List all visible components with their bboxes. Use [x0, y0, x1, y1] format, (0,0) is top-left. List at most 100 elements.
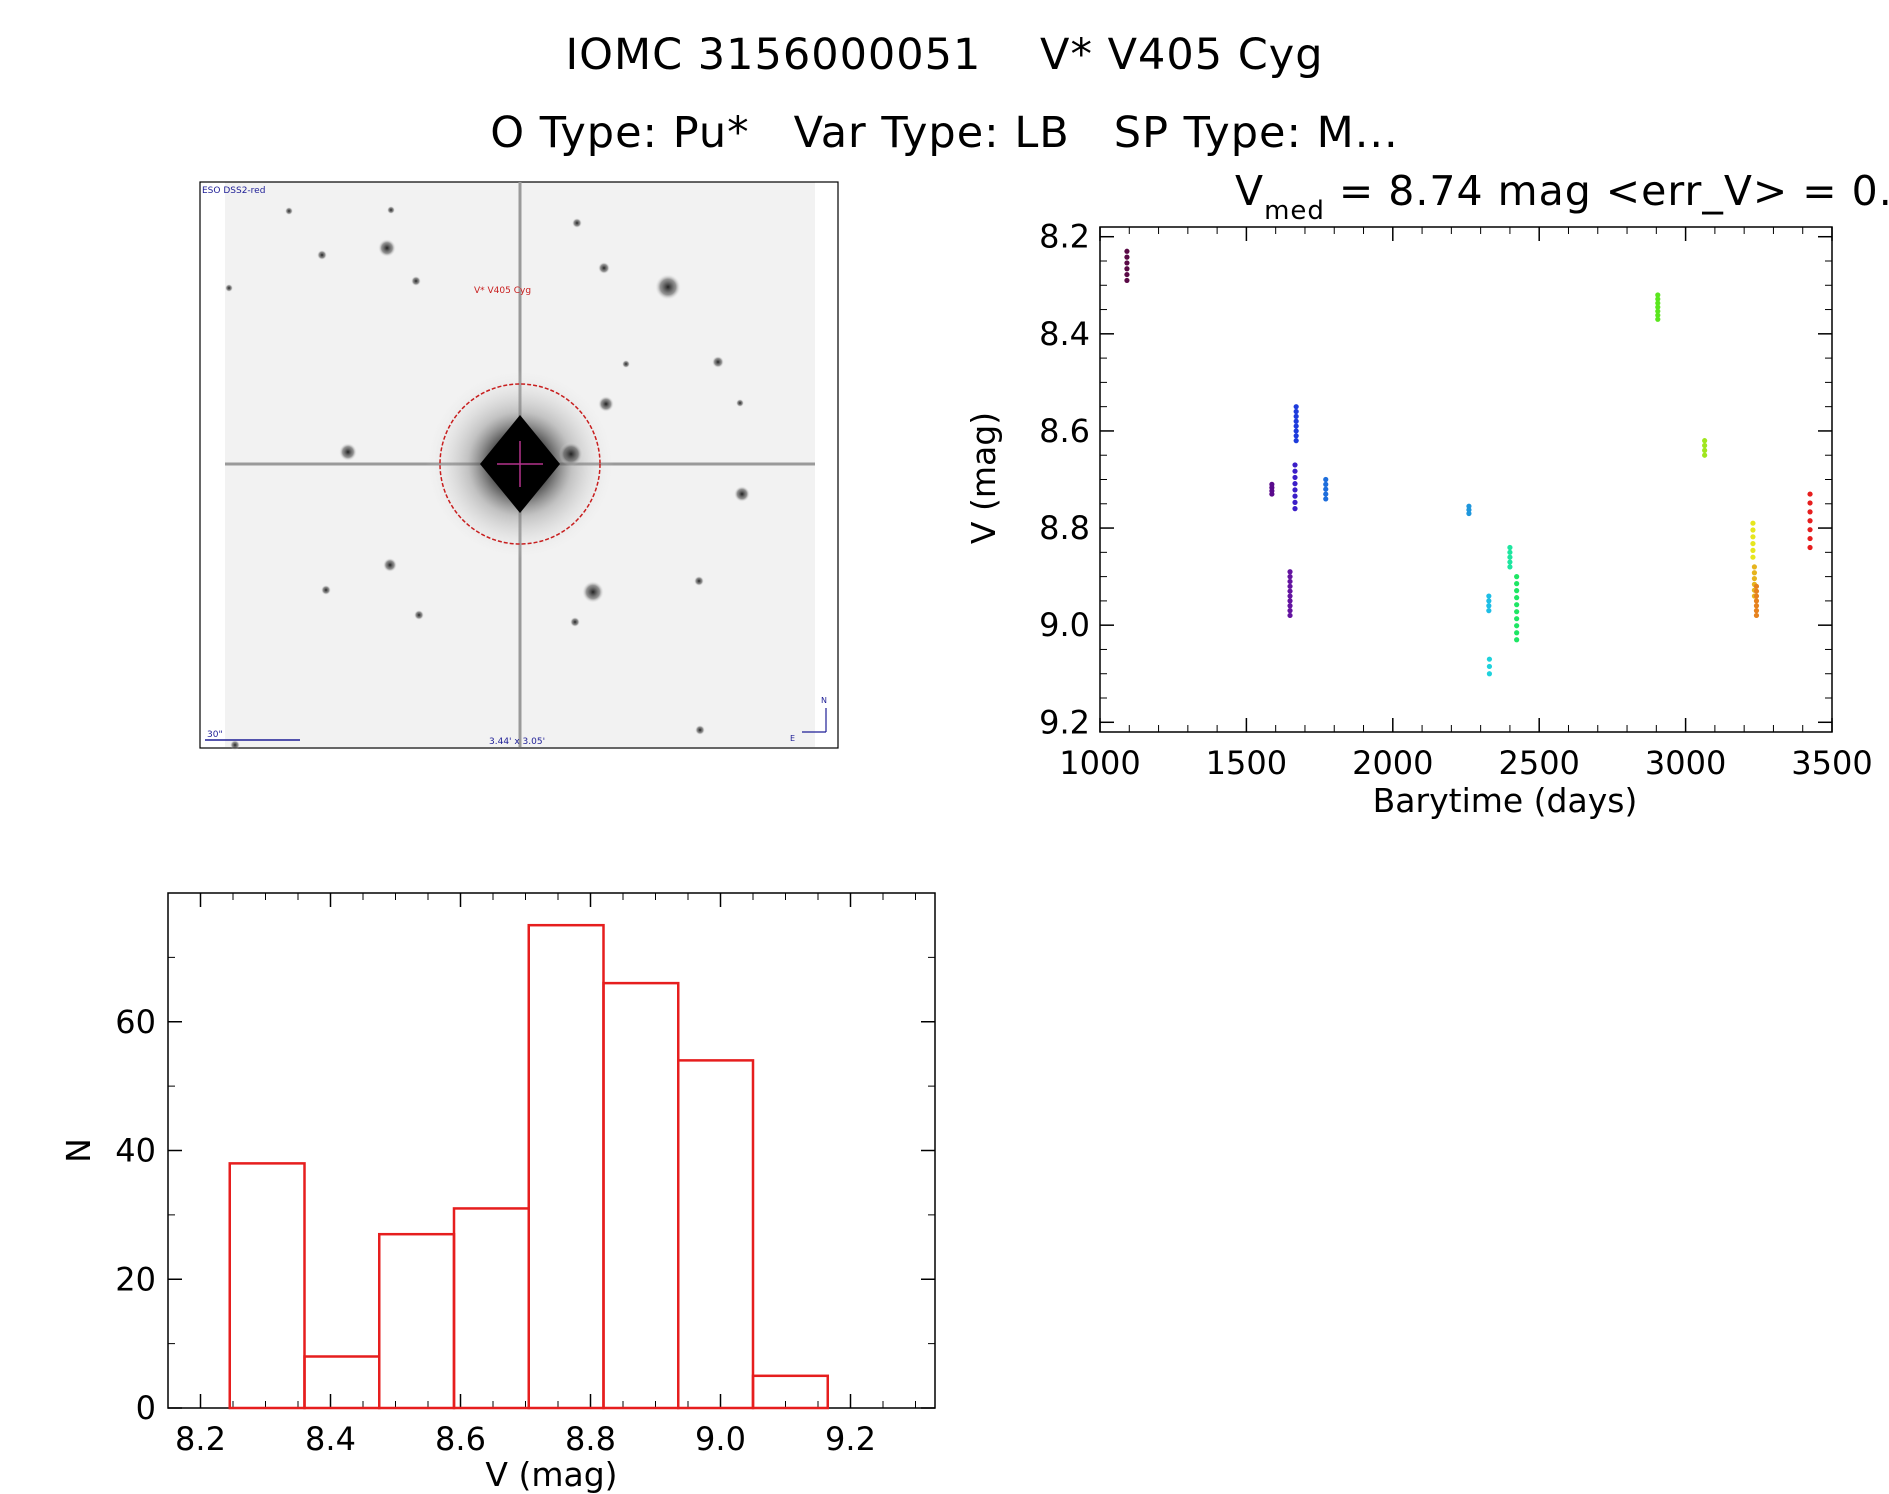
data-point — [1287, 612, 1293, 619]
data-point — [1751, 570, 1758, 576]
data-point — [1486, 656, 1493, 662]
data-point — [1124, 248, 1130, 254]
data-point — [1323, 481, 1329, 487]
data-point — [1292, 493, 1298, 499]
data-point — [1514, 609, 1520, 615]
data-point — [1514, 616, 1520, 622]
data-point — [1514, 602, 1520, 608]
data-point — [1486, 608, 1492, 614]
data-point — [1807, 500, 1813, 506]
x-tick-label: 2500 — [1498, 744, 1579, 782]
data-point — [1514, 623, 1520, 629]
data-point — [1655, 304, 1661, 310]
data-point — [1323, 496, 1329, 502]
data-point — [1750, 527, 1756, 533]
data-point — [1753, 608, 1760, 614]
data-point — [1807, 544, 1813, 551]
lightcurve-title-sub: med — [1264, 196, 1325, 226]
data-point — [1514, 588, 1520, 594]
data-point — [1514, 574, 1520, 580]
data-point — [1753, 593, 1760, 599]
data-point — [1507, 564, 1513, 570]
lightcurve-title: Vmed = 8.74 mag <err_V> = 0.01 mag — [1235, 167, 1889, 226]
histogram-bar — [378, 1232, 456, 1410]
data-point — [1124, 271, 1130, 278]
data-point — [1292, 481, 1298, 487]
data-point — [1507, 549, 1513, 555]
data-point — [1655, 316, 1661, 322]
data-point — [1287, 603, 1293, 609]
y-tick-label: 8.6 — [1039, 412, 1090, 450]
data-point — [1124, 254, 1130, 260]
data-point — [1750, 534, 1756, 540]
x-tick-label: 8.6 — [435, 1420, 486, 1458]
x-tick-label: 9.0 — [695, 1420, 746, 1458]
data-point — [1466, 510, 1472, 517]
data-point — [1753, 588, 1760, 594]
data-point — [1293, 423, 1299, 429]
histogram-xlabel: V (mag) — [485, 1455, 617, 1494]
data-point — [1287, 574, 1293, 580]
data-point — [1807, 518, 1813, 524]
data-point — [1807, 535, 1813, 542]
data-point — [1293, 404, 1299, 410]
data-point — [1655, 300, 1661, 306]
data-point — [1750, 520, 1756, 526]
data-point — [1287, 588, 1293, 594]
data-point — [1287, 598, 1293, 604]
data-point — [1514, 637, 1520, 643]
lightcurve-xlabel: Barytime (days) — [1373, 781, 1638, 820]
data-point — [1807, 527, 1813, 533]
histogram-bar — [677, 1059, 755, 1410]
data-point — [1702, 442, 1708, 449]
data-point — [1514, 581, 1520, 587]
data-point — [1292, 474, 1298, 481]
data-point — [1287, 593, 1293, 599]
data-point — [1655, 292, 1661, 298]
lightcurve-title-v: V — [1235, 167, 1264, 215]
y-tick-label: 9.0 — [1039, 606, 1090, 644]
data-point — [1486, 593, 1492, 599]
y-tick-label: 60 — [115, 1003, 156, 1041]
data-point — [1292, 468, 1298, 474]
x-tick-label: 1000 — [1059, 744, 1140, 782]
data-point — [1287, 608, 1293, 614]
histogram-frame — [167, 892, 936, 1409]
data-point — [1292, 462, 1298, 468]
histogram-bar — [602, 981, 680, 1410]
data-point — [1750, 554, 1756, 560]
data-point — [1124, 260, 1130, 266]
histogram-bar — [228, 1162, 306, 1410]
y-tick-label: 20 — [115, 1260, 156, 1298]
data-point — [1287, 578, 1293, 585]
data-point — [1292, 499, 1298, 505]
data-point — [1702, 438, 1708, 444]
object-type-line: O Type: Pu* Var Type: LB SP Type: M... — [490, 108, 1399, 158]
data-point — [1753, 603, 1760, 609]
x-tick-label: 8.2 — [175, 1420, 226, 1458]
data-point — [1750, 540, 1756, 547]
data-point — [1807, 491, 1813, 497]
data-point — [1751, 575, 1758, 582]
data-point — [1293, 408, 1299, 415]
x-tick-label: 3500 — [1791, 744, 1872, 782]
data-point — [1293, 428, 1299, 434]
histogram-bar — [751, 1374, 829, 1410]
data-point — [1287, 569, 1293, 575]
y-tick-label: 8.8 — [1039, 509, 1090, 547]
data-point — [1466, 503, 1472, 509]
y-tick-label: 0 — [136, 1389, 156, 1427]
data-point — [1655, 308, 1661, 314]
data-point — [1287, 583, 1293, 589]
histogram-bar — [452, 1207, 530, 1410]
x-tick-label: 9.2 — [825, 1420, 876, 1458]
histogram-bar — [527, 923, 605, 1410]
data-point — [1293, 413, 1299, 419]
y-tick-label: 8.4 — [1039, 315, 1090, 353]
data-point — [1807, 509, 1813, 515]
data-point — [1702, 452, 1708, 458]
data-point — [1124, 277, 1130, 284]
data-point — [1292, 506, 1298, 512]
data-point — [1323, 476, 1329, 483]
